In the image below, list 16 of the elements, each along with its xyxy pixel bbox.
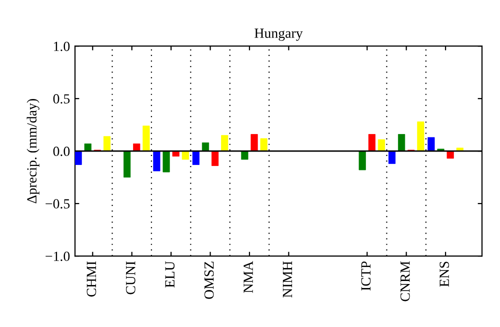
x-tick-label: ENS: [440, 262, 450, 287]
x-tick-label: CNRM: [400, 261, 410, 302]
y-tick-label: 1.0: [54, 42, 70, 52]
y-tick-label: 0.0: [53, 146, 70, 156]
y-axis-title: Δprecip. (mm/day): [26, 99, 40, 204]
y-tick-label: −0.5: [46, 199, 70, 209]
x-tick-label: NIMH: [282, 261, 292, 298]
x-tick-label: CUNI: [126, 261, 136, 294]
x-tick-label: ELU: [165, 261, 175, 288]
chart-title: Hungary: [254, 28, 303, 41]
x-tick-label: ICTP: [361, 261, 371, 290]
x-tick-label: OMSZ: [204, 262, 214, 299]
y-tick-label: 0.5: [53, 94, 70, 104]
y-tick-label: −1.0: [46, 252, 70, 262]
x-tick-label: CHMI: [86, 261, 96, 297]
x-tick-label: NMA: [244, 261, 253, 293]
